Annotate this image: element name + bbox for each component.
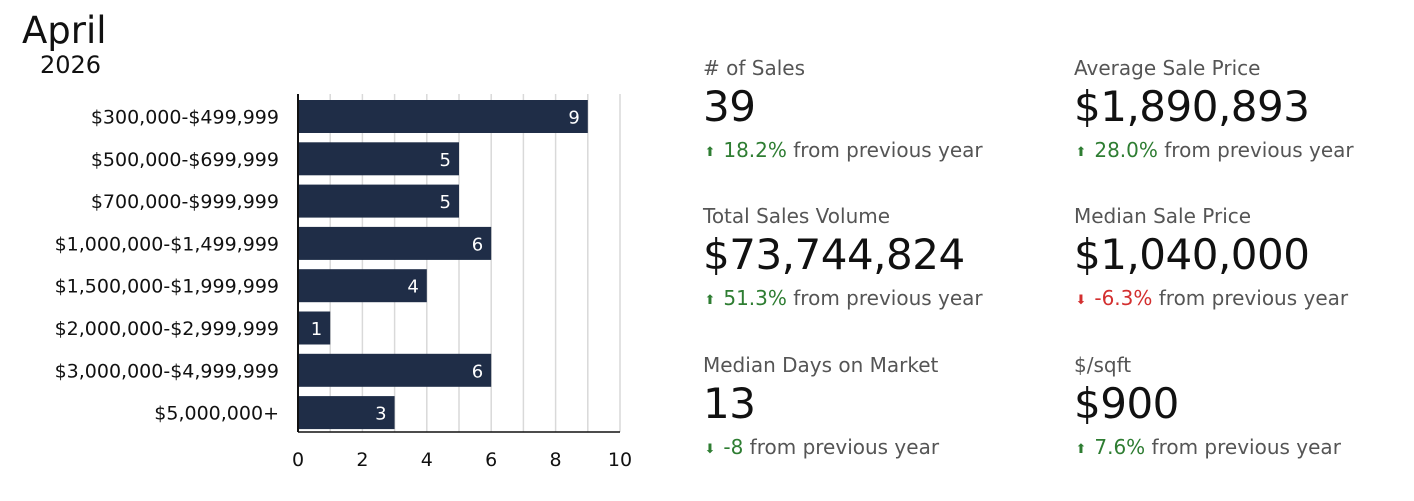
stat-value: $1,890,893 bbox=[1074, 82, 1310, 131]
bar-value-label: 9 bbox=[568, 108, 579, 129]
stat-change: ⬇ -6.3% from previous year bbox=[1074, 286, 1349, 310]
category-label: $2,000,000-$2,999,999 bbox=[55, 318, 279, 340]
stat-card: Median Sale Price $1,040,000 ⬇ -6.3% from … bbox=[1074, 206, 1348, 308]
price-range-bar-chart: 9 $300,000-$499,999 5 $500,000-$699,999 5 $70… bbox=[55, 94, 632, 471]
bar-value-label: 6 bbox=[472, 234, 483, 255]
category-label: $1,000,000-$1,499,999 bbox=[55, 233, 279, 255]
category-label: $5,000,000+ bbox=[154, 403, 279, 425]
stat-change-value: -6.3% bbox=[1088, 286, 1153, 310]
category-label: $300,000-$499,999 bbox=[91, 107, 279, 129]
bar bbox=[298, 142, 459, 176]
month-title: April bbox=[22, 9, 107, 52]
arrow-up-icon: ⬆ bbox=[1075, 145, 1087, 160]
stat-change-value: 28.0% bbox=[1088, 138, 1158, 162]
x-tick-label: 0 bbox=[292, 449, 304, 471]
stat-change-value: 7.6% bbox=[1088, 435, 1146, 459]
stat-change-suffix: from previous year bbox=[786, 138, 983, 162]
category-label: $3,000,000-$4,999,999 bbox=[55, 360, 279, 382]
bar-value-label: 3 bbox=[375, 404, 386, 425]
stat-value: 13 bbox=[703, 379, 756, 428]
stat-value: $900 bbox=[1074, 379, 1179, 428]
arrow-up-icon: ⬆ bbox=[1075, 442, 1087, 457]
stat-card: $/sqft $900 ⬆ 7.6% from previous year bbox=[1074, 355, 1341, 457]
category-label: $500,000-$699,999 bbox=[91, 149, 279, 171]
x-tick-label: 10 bbox=[608, 449, 632, 471]
stat-value: 39 bbox=[703, 82, 756, 131]
category-label: $1,500,000-$1,999,999 bbox=[55, 276, 279, 298]
bar bbox=[298, 226, 492, 260]
stat-change-value: 51.3% bbox=[717, 286, 787, 310]
category-label: $700,000-$999,999 bbox=[91, 191, 279, 213]
bar bbox=[298, 100, 588, 133]
arrow-down-icon: ⬇ bbox=[704, 442, 716, 457]
stat-card: Total Sales Volume $73,744,824 ⬆ 51.3% fro… bbox=[703, 206, 983, 308]
bar bbox=[298, 353, 492, 387]
stat-change: ⬆ 51.3% from previous year bbox=[703, 288, 983, 308]
stat-change-suffix: from previous year bbox=[1145, 435, 1341, 459]
x-tick-label: 4 bbox=[421, 449, 433, 471]
arrow-up-icon: ⬆ bbox=[704, 293, 716, 308]
year-subtitle: 2026 bbox=[40, 51, 102, 79]
stat-label: $/sqft bbox=[1074, 353, 1132, 377]
arrow-down-icon: ⬇ bbox=[1075, 293, 1087, 308]
stat-label: Average Sale Price bbox=[1074, 56, 1261, 80]
stat-card: Average Sale Price $1,890,893 ⬆ 28.0% from… bbox=[1074, 58, 1354, 160]
stat-value: $1,040,000 bbox=[1074, 230, 1310, 279]
bar-value-label: 5 bbox=[440, 192, 451, 213]
bar-value-label: 5 bbox=[440, 150, 451, 171]
x-tick-label: 8 bbox=[550, 449, 562, 471]
stat-change-value: 18.2% bbox=[717, 138, 787, 162]
x-tick-label: 6 bbox=[485, 449, 497, 471]
stat-label: Median Days on Market bbox=[703, 353, 939, 377]
stat-card: # of Sales 39 ⬆ 18.2% from previous year bbox=[703, 58, 983, 160]
stat-change-suffix: from previous year bbox=[786, 286, 983, 310]
bar bbox=[298, 269, 427, 303]
stat-change: ⬆ 18.2% from previous year bbox=[703, 140, 983, 160]
stat-value: $73,744,824 bbox=[703, 230, 965, 279]
stat-change-suffix: from previous year bbox=[1157, 138, 1354, 162]
bar bbox=[298, 184, 459, 218]
bar-value-label: 1 bbox=[311, 319, 322, 340]
stat-label: Total Sales Volume bbox=[703, 204, 891, 228]
arrow-up-icon: ⬆ bbox=[704, 145, 716, 160]
stat-change-suffix: from previous year bbox=[743, 435, 940, 459]
bar-value-label: 4 bbox=[407, 277, 418, 298]
stat-change-value: -8 bbox=[717, 435, 744, 459]
stat-label: Median Sale Price bbox=[1074, 204, 1252, 228]
stat-change: ⬆ 28.0% from previous year bbox=[1074, 140, 1354, 160]
x-tick-label: 2 bbox=[356, 449, 368, 471]
bar bbox=[298, 396, 395, 430]
stat-label: # of Sales bbox=[703, 56, 805, 80]
stat-change: ⬆ 7.6% from previous year bbox=[1074, 437, 1341, 457]
bar bbox=[298, 311, 331, 345]
stat-change-suffix: from previous year bbox=[1152, 286, 1349, 310]
stat-change: ⬇ -8 from previous year bbox=[703, 435, 940, 459]
bar-value-label: 6 bbox=[472, 361, 483, 382]
stat-card: Median Days on Market 13 ⬇ -8 from previou… bbox=[703, 355, 939, 457]
